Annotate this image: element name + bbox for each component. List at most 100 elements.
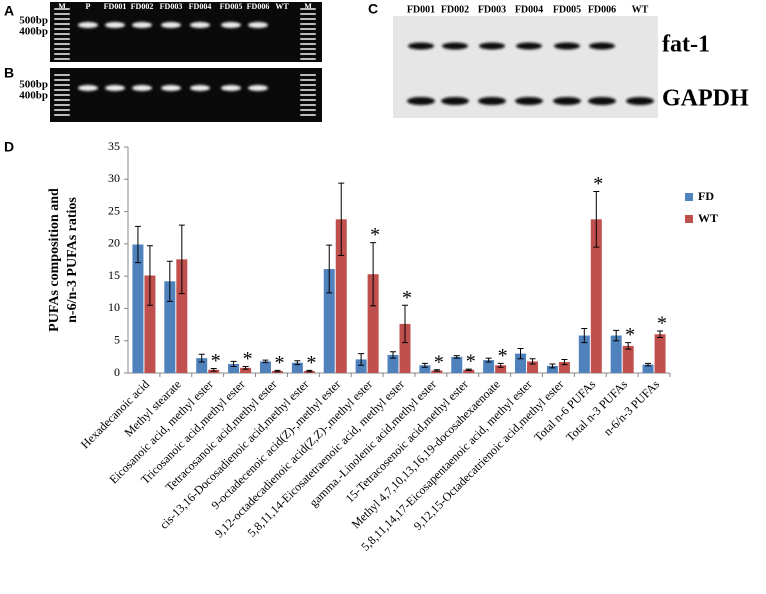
blot-band [516,42,542,50]
ladder-band [54,109,70,111]
band-label: GAPDH [662,86,749,112]
bar [642,364,654,373]
ladder-band [54,99,70,101]
bar [578,335,590,373]
bar [419,365,431,373]
significance-label: * [306,352,316,374]
ladder-band [300,8,316,10]
legend-label: WT [698,211,718,225]
marker-label: 400bp [19,26,48,38]
error-bar [134,225,141,264]
significance-label: * [274,352,284,374]
error-bar [294,360,301,366]
gel-b-image [50,68,322,122]
lane-label: FD004 [515,4,543,15]
error-bar [465,368,472,371]
significance-label: * [498,345,508,367]
band-label: fat-1 [662,32,710,58]
lane-label: FD004 [189,2,212,11]
ladder-band [54,104,70,106]
ladder-band [300,58,316,60]
significance-label: * [466,351,476,373]
ladder-band [300,89,316,91]
legend-label: FD [698,189,714,203]
bar [495,365,507,373]
ladder-band [300,33,316,35]
ladder-band [54,58,70,60]
error-bar [517,347,524,360]
error-bar [146,245,153,306]
gel-a-image [50,2,322,62]
lane-label: FD006 [588,4,616,15]
bar [164,281,176,373]
error-bar [593,191,600,248]
lane-label: FD002 [131,2,154,11]
lane-label: FD006 [247,2,270,11]
blot-band [589,42,615,50]
lane-label: FD002 [441,4,469,15]
ladder-band [300,18,316,20]
error-bar [370,242,377,307]
bar [355,359,367,373]
bar [367,274,379,373]
ladder-band [300,84,316,86]
ladder-band [54,43,70,45]
bar [463,369,475,373]
significance-label: * [625,324,635,346]
gel-band [248,22,268,28]
significance-label: * [402,287,412,309]
gel-band [105,85,125,91]
significance-label: * [434,351,444,373]
ladder-band [300,23,316,25]
ladder-band [54,28,70,30]
lane-label: M [58,2,66,11]
bar [590,219,602,373]
lane-label: WT [632,4,649,15]
y-tick-label: 15 [108,268,120,282]
bar [515,353,527,373]
bar [399,323,411,373]
error-bar [497,362,504,368]
gel-band [78,22,98,28]
gel-band [190,85,210,91]
y-tick-label: 10 [108,300,120,314]
gel-band [132,22,152,28]
error-bar [262,359,269,364]
error-bar [230,360,237,368]
marker-label: 500bp [19,15,48,27]
bar [558,362,570,373]
panel-label: B [4,65,14,81]
lane-label: FD003 [478,4,506,15]
blot-band [588,97,616,105]
lane-label: P [86,2,91,11]
lane-label: FD005 [553,4,581,15]
error-bar [421,362,428,368]
marker-label: 500bp [19,79,48,91]
ladder-band [54,8,70,10]
error-bar [625,342,632,350]
bar [240,367,252,373]
ladder-band [54,114,70,116]
marker-label: 400bp [19,90,48,102]
significance-label: * [370,224,380,246]
bar [483,360,495,373]
lane-label: M [304,2,312,11]
ladder-band [300,99,316,101]
ladder-band [54,84,70,86]
ladder-band [54,38,70,40]
error-bar [338,182,345,256]
bar [622,345,634,373]
error-bar [166,260,173,302]
bar [144,275,156,373]
gel-band [78,85,98,91]
ladder-band [300,104,316,106]
bar [451,356,463,373]
ladder-band [300,79,316,81]
gel-band [161,85,181,91]
bar [291,362,303,373]
error-bar [529,358,536,365]
bar [654,334,666,373]
significance-label: * [593,173,603,195]
error-bar [274,369,281,373]
blot-band [478,97,506,105]
